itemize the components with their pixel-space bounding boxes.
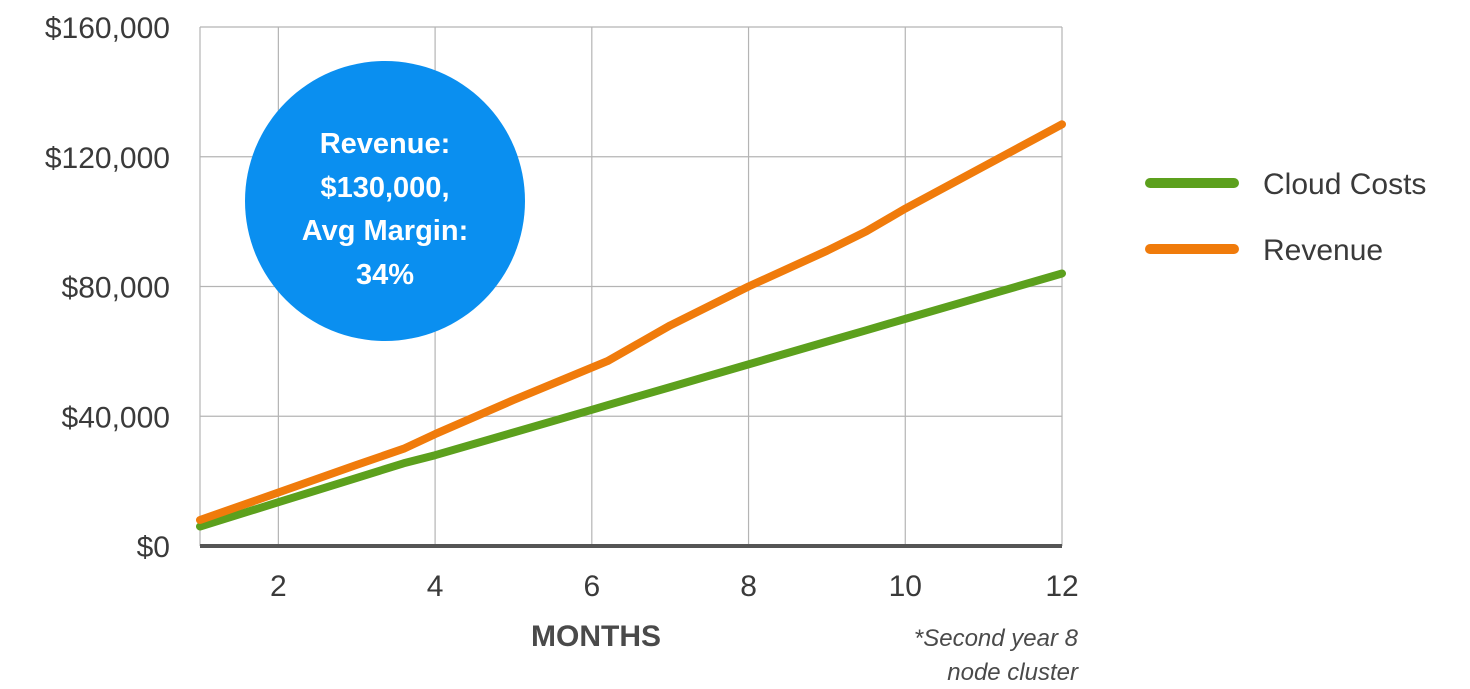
legend-label: Revenue: [1263, 234, 1383, 267]
x-tick-label: 2: [270, 570, 287, 603]
x-tick-label: 8: [740, 570, 757, 603]
series-lines: [196, 120, 1066, 531]
footnote-line-1: *Second year 8: [914, 625, 1079, 652]
series-line-revenue: [196, 120, 1066, 524]
callout-circle: [245, 61, 525, 341]
legend-label: Cloud Costs: [1263, 168, 1426, 201]
callout-bubble: Revenue: $130,000, Avg Margin: 34%: [245, 61, 525, 341]
callout-line-3: Avg Margin:: [302, 215, 468, 247]
footnote: *Second year 8 node cluster: [914, 625, 1079, 686]
x-axis-ticks: 2 4 6 8 10 12: [270, 570, 1079, 603]
callout-line-1: Revenue:: [320, 128, 451, 160]
series-line-cloud-costs: [196, 269, 1066, 531]
y-axis-ticks: $0 $40,000 $80,000 $120,000 $160,000: [45, 12, 170, 564]
x-tick-label: 4: [427, 570, 444, 603]
x-tick-label: 6: [583, 570, 600, 603]
x-axis-label: MONTHS: [531, 620, 661, 653]
x-tick-label: 10: [889, 570, 922, 603]
y-tick-label: $80,000: [62, 272, 170, 305]
footnote-line-2: node cluster: [947, 659, 1079, 686]
y-tick-label: $120,000: [45, 142, 170, 175]
legend: Cloud Costs Revenue: [1145, 168, 1426, 267]
callout-line-4: 34%: [356, 259, 414, 291]
y-tick-label: $160,000: [45, 12, 170, 45]
callout-line-2: $130,000,: [320, 172, 449, 204]
x-tick-label: 12: [1045, 570, 1078, 603]
y-tick-label: $0: [137, 531, 170, 564]
y-tick-label: $40,000: [62, 401, 170, 434]
